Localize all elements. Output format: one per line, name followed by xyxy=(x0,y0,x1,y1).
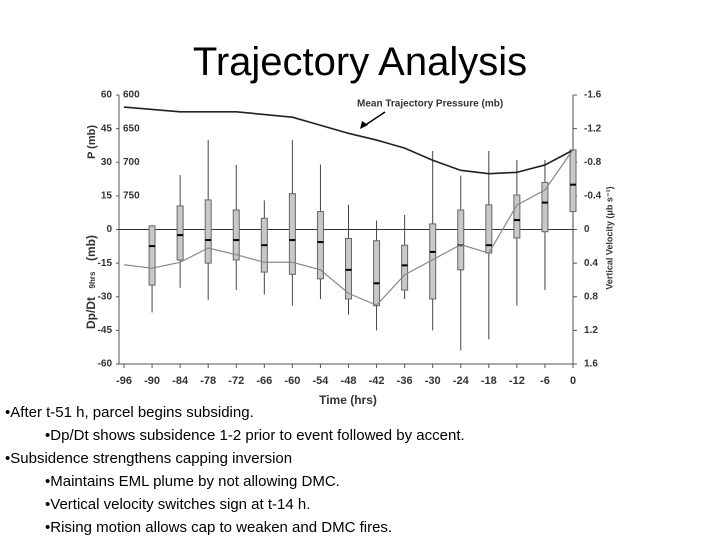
x-tick-label: -72 xyxy=(228,375,244,387)
box xyxy=(569,149,577,213)
x-tick-label: -84 xyxy=(172,375,189,387)
x-tick-label: -66 xyxy=(256,375,272,387)
y-tick-label: 30 xyxy=(101,157,113,168)
x-tick-label: -24 xyxy=(453,375,470,387)
p-tick-label: 600 xyxy=(123,90,140,101)
x-tick-label: -6 xyxy=(540,375,550,387)
annotation: Mean Trajectory Pressure (mb) xyxy=(357,99,503,110)
box xyxy=(204,199,212,264)
box xyxy=(401,244,409,291)
chart: 604530150-15-30-45-60600650700750-1.6-1.… xyxy=(84,90,614,408)
x-tick-label: -30 xyxy=(425,375,441,387)
y-tick-label: -30 xyxy=(98,291,113,302)
bullet-dot: • xyxy=(45,427,51,444)
y-tick-label: -15 xyxy=(98,258,113,269)
x-tick-label: -78 xyxy=(200,375,216,387)
line xyxy=(123,106,574,175)
bullet-dot: • xyxy=(45,473,51,490)
bullet-text: Subsidence strengthens capping inversion xyxy=(10,450,293,467)
box xyxy=(513,194,521,239)
y-tick-label: 15 xyxy=(101,191,113,202)
x-tick-label: -42 xyxy=(369,375,385,387)
p-axis-label: P (mb) xyxy=(86,125,98,159)
bullet: •Maintains EML plume by not allowing DMC… xyxy=(45,473,340,490)
y2-tick-label: 0 xyxy=(584,224,590,235)
x-tick-label: -48 xyxy=(341,375,357,387)
box xyxy=(176,205,184,261)
y-tick-label: -60 xyxy=(98,359,113,370)
x-axis-label: Time (hrs) xyxy=(319,393,377,407)
bullet-dot: • xyxy=(5,404,11,421)
bullet: •Vertical velocity switches sign at t-14… xyxy=(45,496,310,513)
slide-title: Trajectory Analysis xyxy=(192,40,528,84)
y-axis-unit: (mb) xyxy=(84,235,98,261)
bullet-text: Dp/Dt shows subsidence 1-2 prior to even… xyxy=(50,427,465,444)
y-axis-label: Dp/Dt xyxy=(84,297,98,329)
x-tick-label: -60 xyxy=(284,375,300,387)
y-tick-label: 0 xyxy=(106,224,112,235)
x-tick-label: -36 xyxy=(397,375,413,387)
y2-tick-label: 0.4 xyxy=(584,258,598,269)
x-tick-label: -54 xyxy=(312,375,329,387)
y2-tick-label: -0.8 xyxy=(584,157,602,168)
bullet-text: Rising motion allows cap to weaken and D… xyxy=(50,519,393,536)
bullet: •Subsidence strengthens capping inversio… xyxy=(5,450,292,467)
box xyxy=(148,225,156,286)
bullet-text: After t-51 h, parcel begins subsiding. xyxy=(10,404,254,421)
box xyxy=(316,211,324,280)
y-tick-label: 45 xyxy=(101,123,113,134)
x-tick-label: -12 xyxy=(509,375,525,387)
annotation-arrow xyxy=(363,111,386,127)
p-tick-label: 700 xyxy=(123,157,140,168)
y2-tick-label: -1.6 xyxy=(584,90,602,101)
x-tick-label: -18 xyxy=(481,375,497,387)
box xyxy=(373,240,381,307)
arrow-head xyxy=(360,121,368,129)
box xyxy=(232,209,240,261)
bullet-dot: • xyxy=(5,450,11,467)
bullet: •After t-51 h, parcel begins subsiding. xyxy=(5,404,254,421)
x-tick-label: -90 xyxy=(144,375,160,387)
bullet: •Rising motion allows cap to weaken and … xyxy=(45,519,392,536)
bullet: •Dp/Dt shows subsidence 1-2 prior to eve… xyxy=(45,427,465,444)
y2-tick-label: -0.4 xyxy=(584,191,602,202)
bullet-text: Vertical velocity switches sign at t-14 … xyxy=(50,496,311,513)
y2-axis-label: Vertical Velocity (μb s⁻¹) xyxy=(604,186,614,289)
y-axis-sub: 9hrs xyxy=(88,271,97,288)
y2-tick-label: 0.8 xyxy=(584,291,598,302)
p-tick-label: 650 xyxy=(123,123,140,134)
y-tick-label: 60 xyxy=(101,90,113,101)
bullet-dot: • xyxy=(45,496,51,513)
y2-tick-label: 1.6 xyxy=(584,359,598,370)
y2-tick-label: -1.2 xyxy=(584,123,602,134)
y-tick-label: -45 xyxy=(98,325,113,336)
x-tick-label: 0 xyxy=(570,375,576,387)
box xyxy=(541,181,549,233)
box xyxy=(457,209,465,271)
bullet-dot: • xyxy=(45,519,51,536)
y2-tick-label: 1.2 xyxy=(584,325,598,336)
box xyxy=(345,237,352,300)
bullet-text: Maintains EML plume by not allowing DMC. xyxy=(50,473,340,490)
x-tick-label: -96 xyxy=(116,375,132,387)
p-tick-label: 750 xyxy=(123,191,140,202)
line xyxy=(123,149,574,306)
box xyxy=(288,193,296,275)
